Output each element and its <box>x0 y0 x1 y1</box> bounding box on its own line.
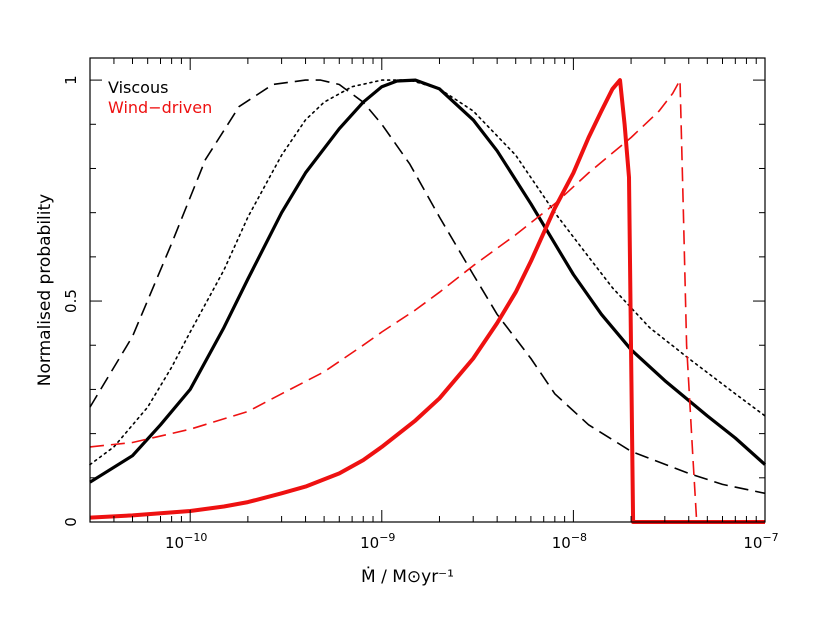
plot-frame <box>89 57 766 523</box>
y-tick-label: 0.5 <box>62 289 80 313</box>
x-axis-label: Ṁ / M⊙yr⁻¹ <box>361 566 454 587</box>
legend-entry-wind-driven: Wind−driven <box>108 98 212 117</box>
y-tick-label: 1 <box>62 75 80 85</box>
x-tick-label: 10−9 <box>360 531 395 552</box>
tick-label-layer: 10−10 10−9 10−8 10−7 0 0.5 1 <box>62 75 779 552</box>
legend: Viscous Wind−driven <box>108 78 212 117</box>
x-tick-label: 10−8 <box>552 531 587 552</box>
y-axis-label: Normalised probability <box>35 194 55 386</box>
series-line-viscous-dashed <box>89 79 766 495</box>
x-tick-label: 10−7 <box>743 531 778 552</box>
curve-layer <box>89 78 767 524</box>
y-tick-label: 0 <box>62 517 80 527</box>
legend-entry-viscous: Viscous <box>108 78 168 97</box>
series-line-wind-driven-dashed <box>89 79 698 523</box>
tick-layer <box>89 58 766 523</box>
series-line-wind-driven-solid <box>89 78 765 524</box>
series-line-viscous-solid <box>89 78 767 484</box>
x-tick-label: 10−10 <box>165 531 207 552</box>
series-line-viscous-dotted <box>89 79 766 466</box>
